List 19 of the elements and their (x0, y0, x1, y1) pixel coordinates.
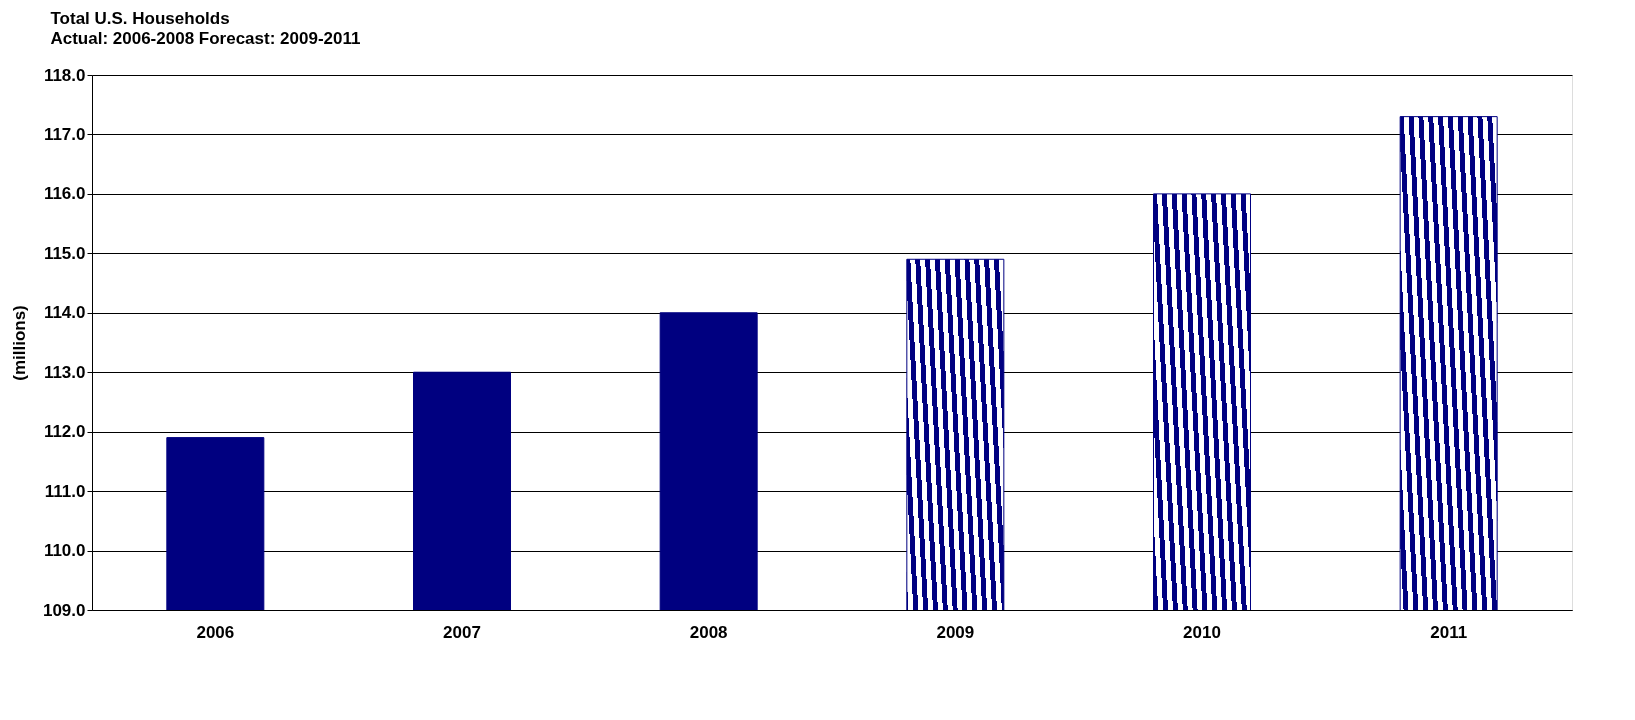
y-axis-title: (millions) (9, 305, 29, 381)
y-tick-label: 115.0 (43, 243, 86, 263)
y-tick-label: 117.0 (43, 124, 86, 144)
y-tick-label: 111.0 (44, 481, 86, 501)
x-tick-label: 2006 (196, 622, 235, 642)
x-tick-label: 2008 (689, 622, 728, 642)
y-tick-label: 113.0 (43, 362, 86, 382)
chart-title: Total U.S. Households (50, 9, 230, 28)
y-tick-label: 112.0 (43, 422, 86, 442)
x-tick-label: 2009 (936, 622, 975, 642)
y-tick-label: 116.0 (43, 184, 86, 204)
y-tick-label: 110.0 (43, 541, 86, 561)
x-tick-label: 2007 (443, 622, 481, 642)
x-tick-label: 2010 (1183, 622, 1221, 642)
x-tick-label: 2011 (1430, 622, 1468, 642)
chart-subtitle: Actual: 2006-2008 Forecast: 2009-2011 (50, 29, 361, 48)
y-tick-label: 118.0 (43, 65, 86, 85)
y-tick-label: 114.0 (43, 303, 86, 323)
y-tick-label: 109.0 (42, 600, 86, 620)
